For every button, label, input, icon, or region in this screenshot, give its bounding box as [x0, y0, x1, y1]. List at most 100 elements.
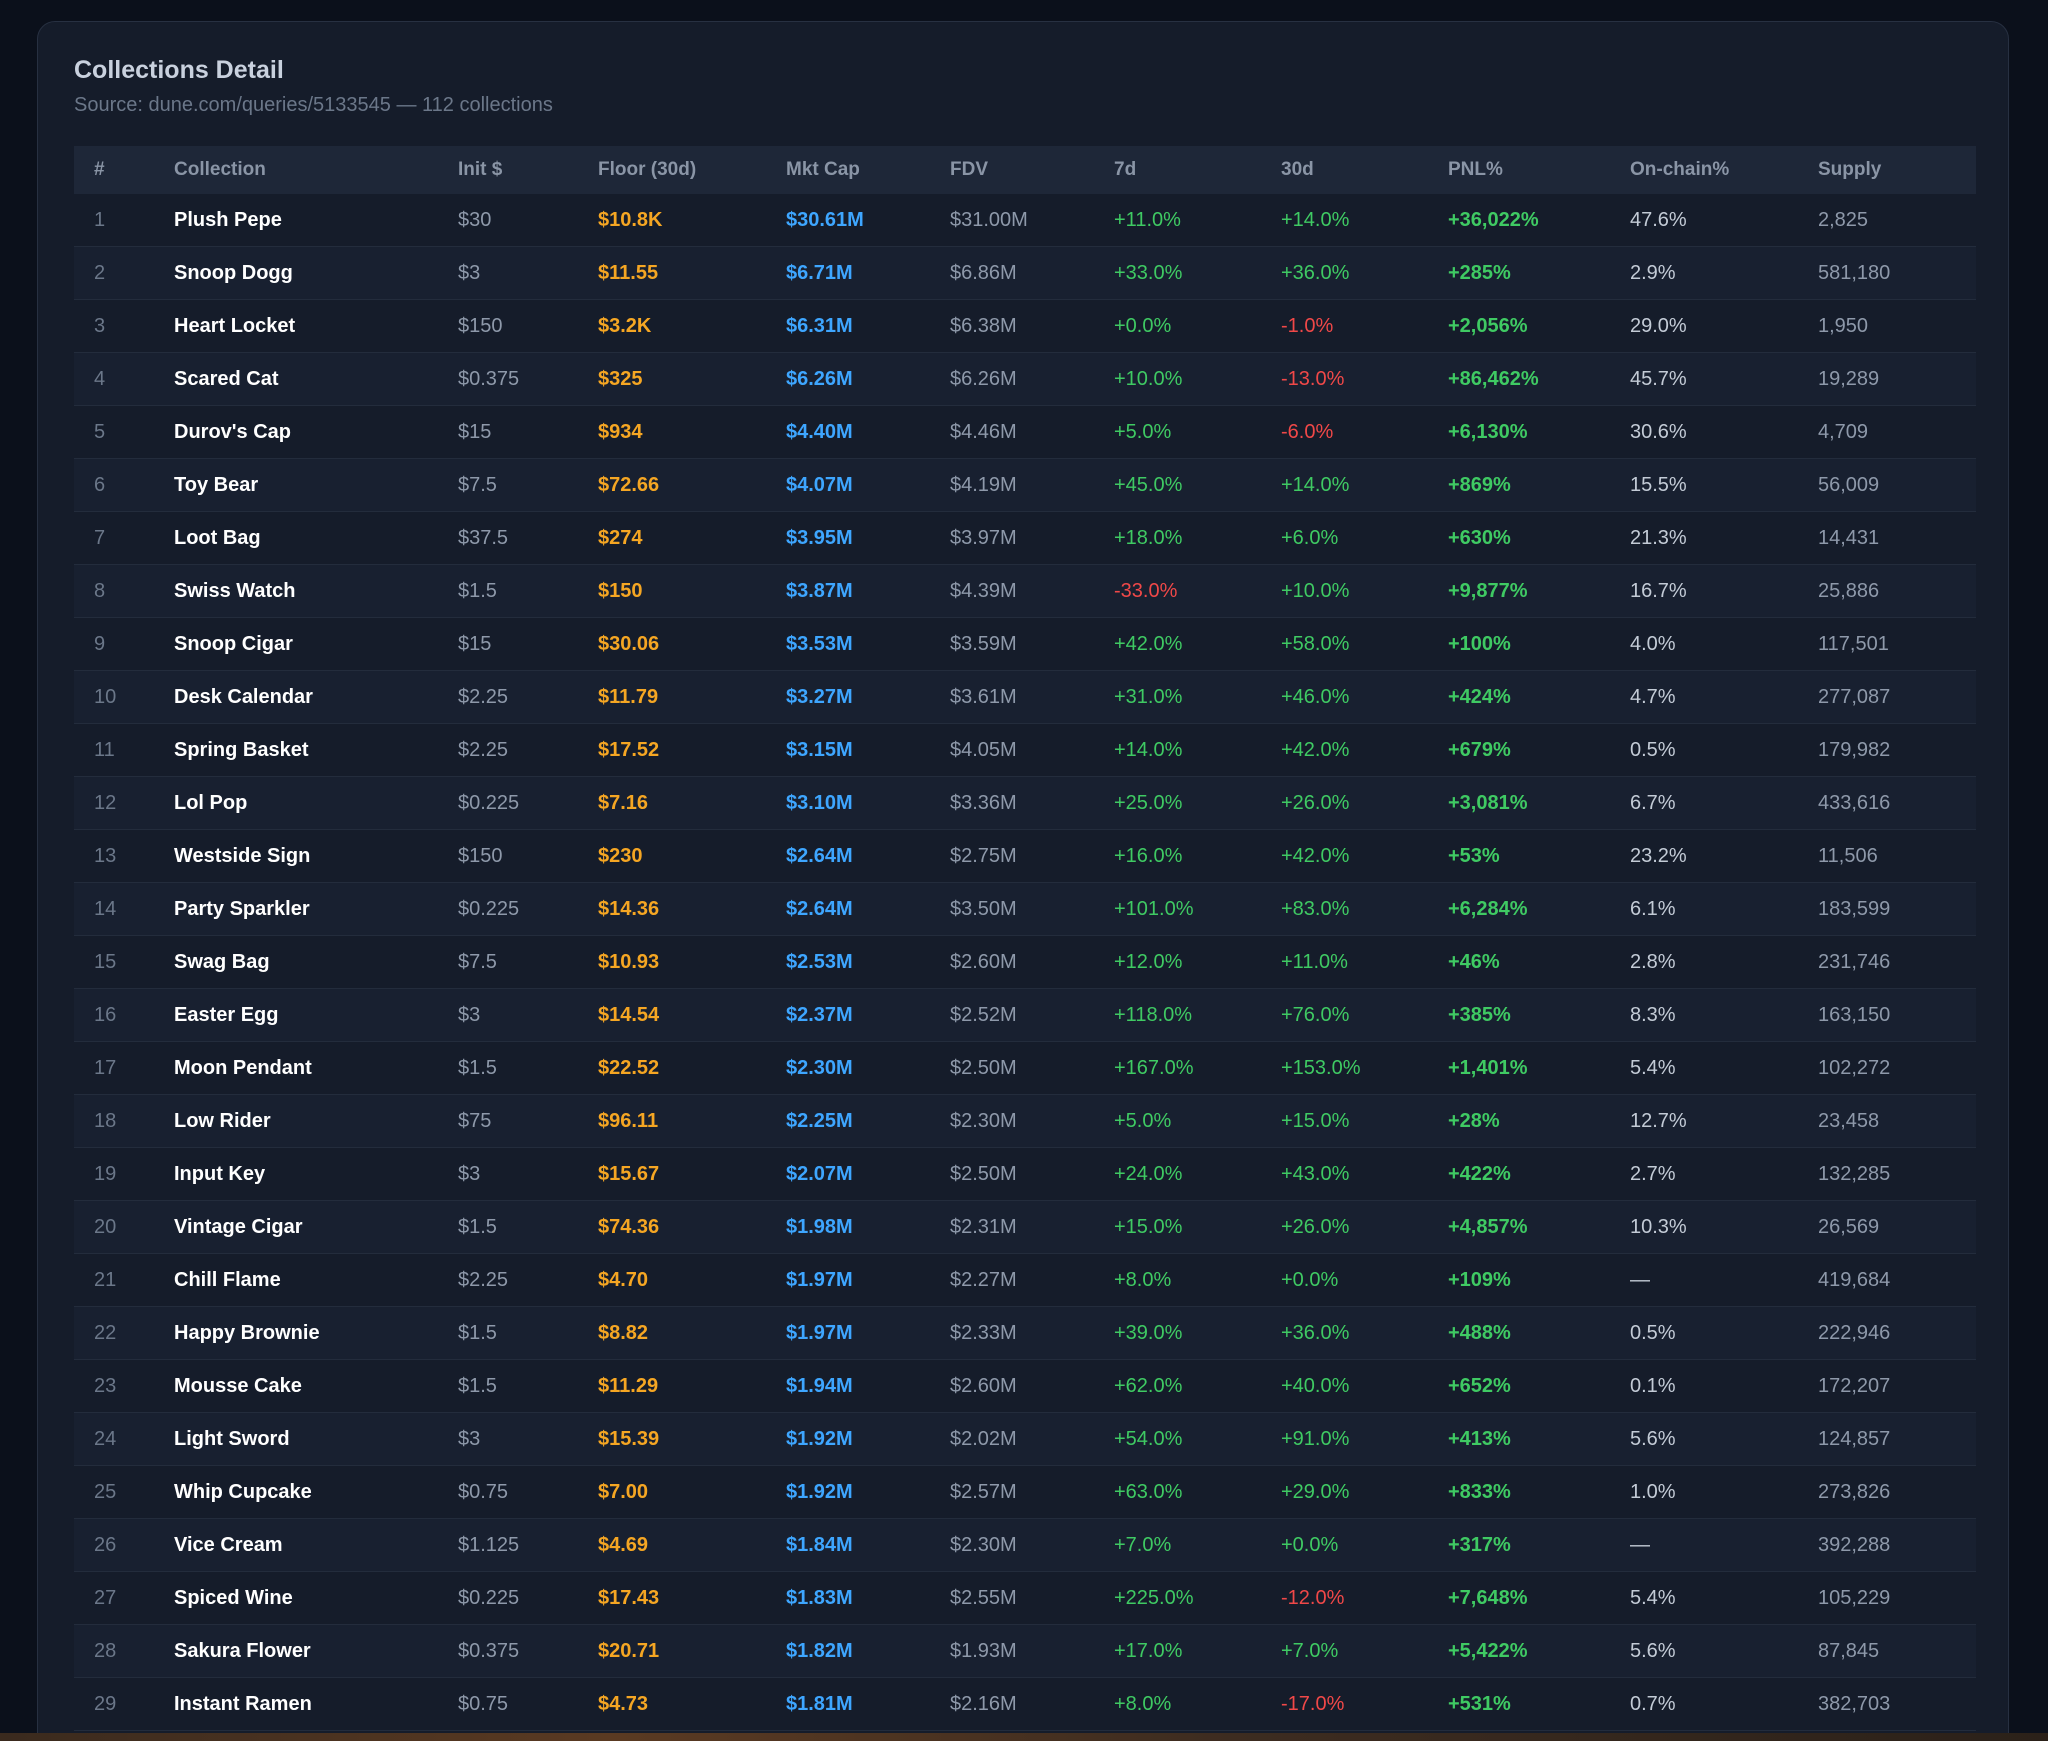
cell-onchain: 2.7%	[1630, 1147, 1818, 1201]
column-header-change-7d[interactable]: 7d	[1114, 159, 1137, 180]
cell-collection[interactable]: Whip Cupcake	[174, 1465, 458, 1519]
table-row[interactable]: 7 Loot Bag $37.5 $274 $3.95M $3.97M +18.0% +6.0…	[74, 511, 1976, 565]
cell-collection[interactable]: Desk Calendar	[174, 670, 458, 724]
cell-collection[interactable]: Lol Pop	[174, 776, 458, 830]
table-row[interactable]: 22 Happy Brownie $1.5 $8.82 $1.97M $2.33M +39.…	[74, 1306, 1976, 1360]
table-row[interactable]: 19 Input Key $3 $15.67 $2.07M $2.50M +24.0% +43…	[74, 1147, 1976, 1201]
cell-collection[interactable]: Loot Bag	[174, 511, 458, 565]
table-row[interactable]: 3 Heart Locket $150 $3.2K $6.31M $6.38M +0.0% -…	[74, 299, 1976, 353]
column-header-collection[interactable]: Collection	[174, 159, 266, 180]
table-row[interactable]: 23 Mousse Cake $1.5 $11.29 $1.94M $2.60M +62.0…	[74, 1359, 1976, 1413]
table-row[interactable]: 17 Moon Pendant $1.5 $22.52 $2.30M $2.50M +167…	[74, 1041, 1976, 1095]
table-row[interactable]: 11 Spring Basket $2.25 $17.52 $3.15M $4.05M +1…	[74, 723, 1976, 777]
cell-collection[interactable]: Plush Pepe	[174, 194, 458, 247]
table-row[interactable]: 2 Snoop Dogg $3 $11.55 $6.71M $6.86M +33.0% +36…	[74, 246, 1976, 300]
cell-change-30d: +83.0%	[1281, 882, 1448, 936]
cell-fdv: $2.02M	[950, 1412, 1114, 1466]
cell-supply: 392,288	[1818, 1518, 1976, 1572]
cell-mkt-cap: $6.26M	[786, 352, 950, 406]
cell-collection[interactable]: Instant Ramen	[174, 1677, 458, 1731]
cell-collection[interactable]: Light Sword	[174, 1412, 458, 1466]
table-row[interactable]: 24 Light Sword $3 $15.39 $1.92M $2.02M +54.0% +…	[74, 1412, 1976, 1466]
cell-mkt-cap: $3.95M	[786, 511, 950, 565]
table-row[interactable]: 27 Spiced Wine $0.225 $17.43 $1.83M $2.55M +22…	[74, 1571, 1976, 1625]
cell-collection[interactable]: Chill Flame	[174, 1253, 458, 1307]
table-row[interactable]: 5 Durov's Cap $15 $934 $4.40M $4.46M +5.0% -6.0…	[74, 405, 1976, 459]
cell-floor-30d: $17.43	[598, 1571, 786, 1625]
table-row[interactable]: 28 Sakura Flower $0.375 $20.71 $1.82M $1.93M +…	[74, 1624, 1976, 1678]
cell-collection[interactable]: Easter Egg	[174, 988, 458, 1042]
table-row[interactable]: 12 Lol Pop $0.225 $7.16 $3.10M $3.36M +25.0% +2…	[74, 776, 1976, 830]
cell-rank: 10	[74, 670, 174, 724]
cell-rank: 8	[74, 564, 174, 618]
cell-init-price: $1.5	[458, 1041, 598, 1095]
cell-mkt-cap: $2.07M	[786, 1147, 950, 1201]
column-header-change-30d[interactable]: 30d	[1281, 159, 1314, 180]
cell-change-30d: -17.0%	[1281, 1677, 1448, 1731]
cell-collection[interactable]: Swiss Watch	[174, 564, 458, 618]
cell-rank: 25	[74, 1465, 174, 1519]
cell-supply: 277,087	[1818, 670, 1976, 724]
table-row[interactable]: 16 Easter Egg $3 $14.54 $2.37M $2.52M +118.0% +…	[74, 988, 1976, 1042]
cell-change-7d: +101.0%	[1114, 882, 1281, 936]
cell-change-7d: +7.0%	[1114, 1518, 1281, 1572]
column-header-pnl[interactable]: PNL%	[1448, 159, 1503, 180]
table-row[interactable]: 14 Party Sparkler $0.225 $14.36 $2.64M $3.50M…	[74, 882, 1976, 936]
cell-collection[interactable]: Snoop Cigar	[174, 617, 458, 671]
cell-collection[interactable]: Party Sparkler	[174, 882, 458, 936]
cell-onchain: 2.9%	[1630, 246, 1818, 300]
table-row[interactable]: 10 Desk Calendar $2.25 $11.79 $3.27M $3.61M +3…	[74, 670, 1976, 724]
table-row[interactable]: 21 Chill Flame $2.25 $4.70 $1.97M $2.27M +8.0%…	[74, 1253, 1976, 1307]
column-header-rank[interactable]: #	[94, 159, 105, 180]
table-row[interactable]: 8 Swiss Watch $1.5 $150 $3.87M $4.39M -33.0% +1…	[74, 564, 1976, 618]
table-row[interactable]: 25 Whip Cupcake $0.75 $7.00 $1.92M $2.57M +63.…	[74, 1465, 1976, 1519]
cell-pnl: +630%	[1448, 511, 1630, 565]
cell-collection[interactable]: Mousse Cake	[174, 1359, 458, 1413]
cell-onchain: 16.7%	[1630, 564, 1818, 618]
table-row[interactable]: 29 Instant Ramen $0.75 $4.73 $1.81M $2.16M +8.…	[74, 1677, 1976, 1731]
cell-collection[interactable]: Vice Cream	[174, 1518, 458, 1572]
cell-collection[interactable]: Spring Basket	[174, 723, 458, 777]
cell-collection[interactable]: Toy Bear	[174, 458, 458, 512]
cell-collection[interactable]: Swag Bag	[174, 935, 458, 989]
cell-change-30d: +46.0%	[1281, 670, 1448, 724]
cell-fdv: $2.16M	[950, 1677, 1114, 1731]
column-header-supply[interactable]: Supply	[1818, 159, 1882, 180]
cell-collection[interactable]: Westside Sign	[174, 829, 458, 883]
cell-collection[interactable]: Scared Cat	[174, 352, 458, 406]
column-header-mkt-cap[interactable]: Mkt Cap	[786, 159, 860, 180]
cell-init-price: $1.5	[458, 564, 598, 618]
table-row[interactable]: 6 Toy Bear $7.5 $72.66 $4.07M $4.19M +45.0% +14…	[74, 458, 1976, 512]
cell-collection[interactable]: Moon Pendant	[174, 1041, 458, 1095]
cell-fdv: $3.36M	[950, 776, 1114, 830]
cell-collection[interactable]: Vintage Cigar	[174, 1200, 458, 1254]
table-row[interactable]: 18 Low Rider $75 $96.11 $2.25M $2.30M +5.0% +15…	[74, 1094, 1976, 1148]
column-header-fdv[interactable]: FDV	[950, 159, 988, 180]
table-row[interactable]: 15 Swag Bag $7.5 $10.93 $2.53M $2.60M +12.0% +1…	[74, 935, 1976, 989]
cell-collection[interactable]: Low Rider	[174, 1094, 458, 1148]
table-row[interactable]: 13 Westside Sign $150 $230 $2.64M $2.75M +16.0…	[74, 829, 1976, 883]
cell-collection[interactable]: Snoop Dogg	[174, 246, 458, 300]
column-header-floor-30d[interactable]: Floor (30d)	[598, 159, 697, 180]
cell-collection[interactable]: Heart Locket	[174, 299, 458, 353]
table-row[interactable]: 4 Scared Cat $0.375 $325 $6.26M $6.26M +10.0% -…	[74, 352, 1976, 406]
cell-collection[interactable]: Input Key	[174, 1147, 458, 1201]
cell-init-price: $0.75	[458, 1465, 598, 1519]
cell-change-7d: +42.0%	[1114, 617, 1281, 671]
cell-fdv: $2.27M	[950, 1253, 1114, 1307]
cell-collection[interactable]: Sakura Flower	[174, 1624, 458, 1678]
table-row[interactable]: 20 Vintage Cigar $1.5 $74.36 $1.98M $2.31M +15…	[74, 1200, 1976, 1254]
cell-collection[interactable]: Spiced Wine	[174, 1571, 458, 1625]
table-row[interactable]: 9 Snoop Cigar $15 $30.06 $3.53M $3.59M +42.0% +…	[74, 617, 1976, 671]
cell-onchain: 30.6%	[1630, 405, 1818, 459]
column-header-onchain[interactable]: On-chain%	[1630, 159, 1730, 180]
cell-floor-30d: $17.52	[598, 723, 786, 777]
table-row[interactable]: 26 Vice Cream $1.125 $4.69 $1.84M $2.30M +7.0%…	[74, 1518, 1976, 1572]
cell-collection[interactable]: Happy Brownie	[174, 1306, 458, 1360]
column-header-init-price[interactable]: Init $	[458, 159, 503, 180]
cell-change-7d: +25.0%	[1114, 776, 1281, 830]
cell-collection[interactable]: Durov's Cap	[174, 405, 458, 459]
table-row[interactable]: 1 Plush Pepe $30 $10.8K $30.61M $31.00M +11.0%…	[74, 194, 1976, 247]
cell-floor-30d: $325	[598, 352, 786, 406]
